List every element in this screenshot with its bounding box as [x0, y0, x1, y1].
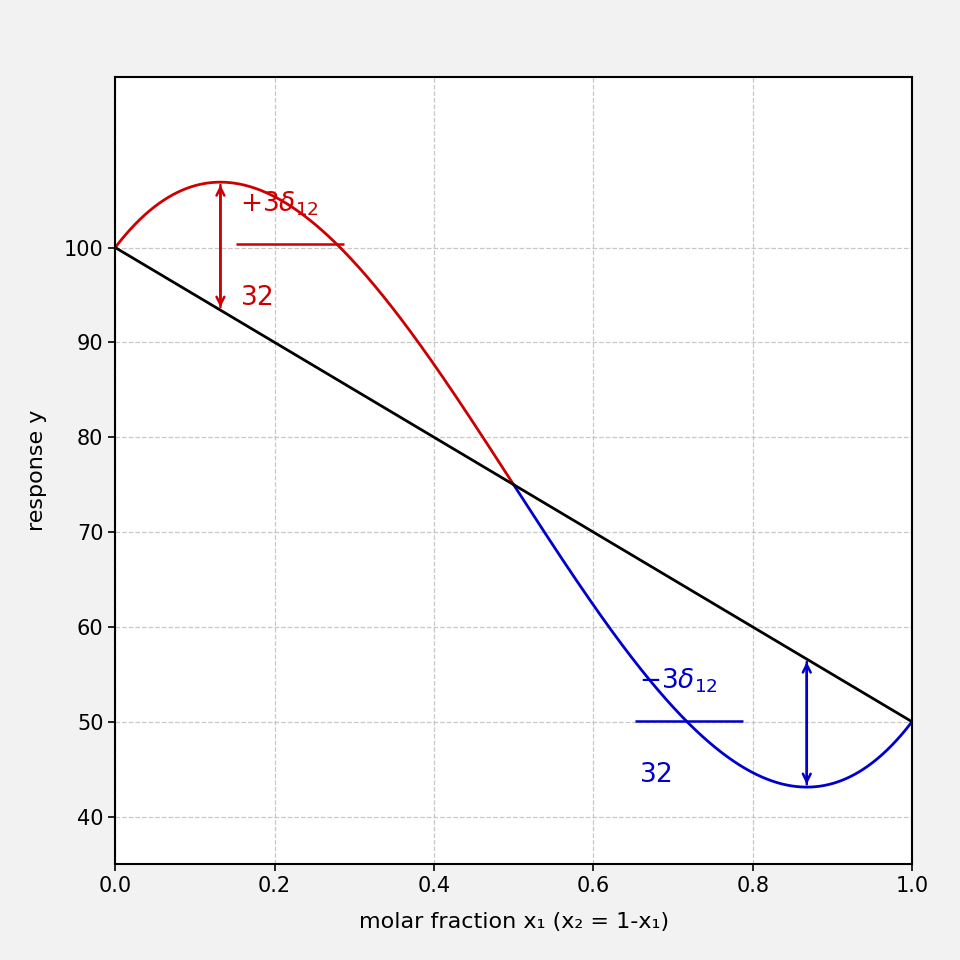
Text: $-3\delta_{12}$: $-3\delta_{12}$ — [639, 666, 718, 695]
Y-axis label: response y: response y — [27, 410, 47, 531]
Text: $32$: $32$ — [240, 285, 274, 311]
Text: $32$: $32$ — [639, 762, 672, 788]
Text: $+3\delta_{12}$: $+3\delta_{12}$ — [240, 189, 319, 218]
X-axis label: molar fraction x₁ (x₂ = 1-x₁): molar fraction x₁ (x₂ = 1-x₁) — [358, 912, 669, 932]
